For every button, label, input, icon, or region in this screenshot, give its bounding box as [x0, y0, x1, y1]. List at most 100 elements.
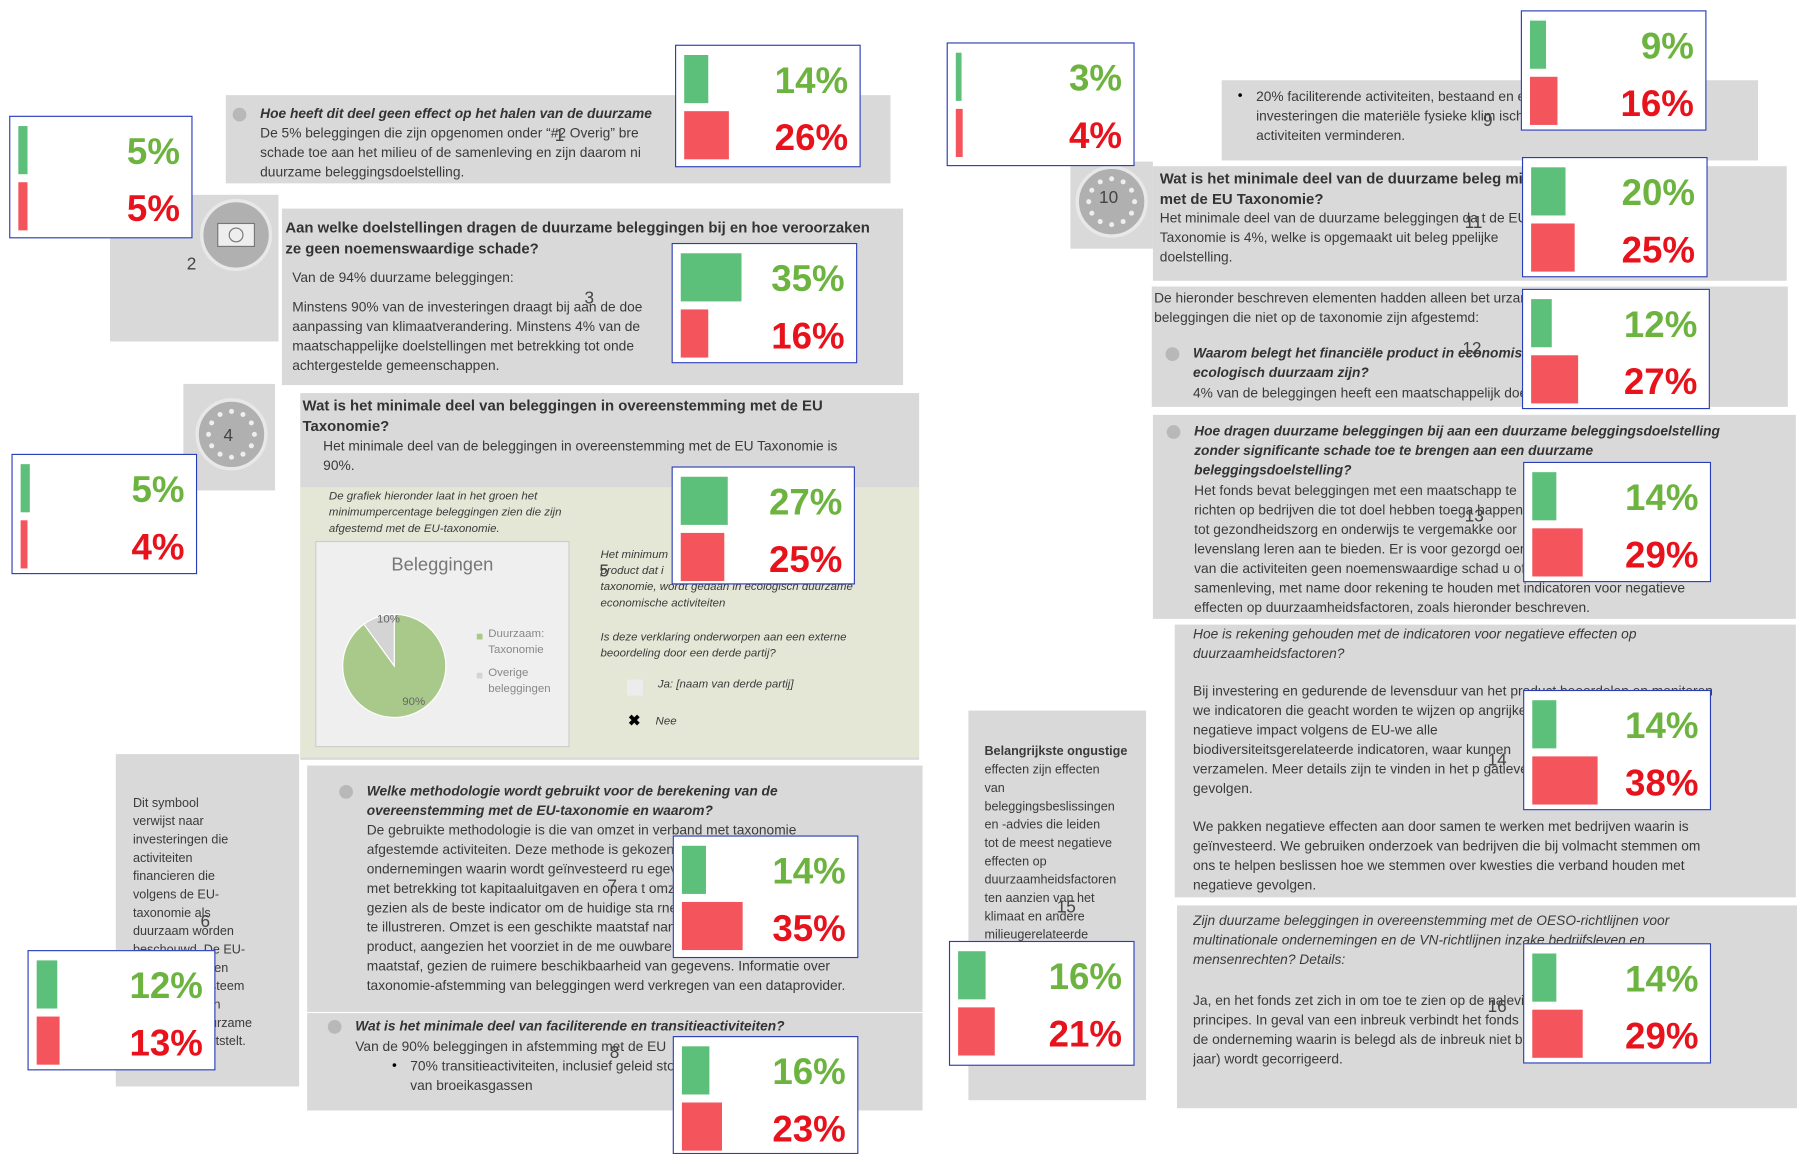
marker-number: 16	[1487, 997, 1507, 1017]
text-line: De gebruikte methodologie is die van omz…	[366, 821, 797, 838]
green-label: 20%	[1621, 171, 1696, 214]
text-line: maatschappelijke doelstellingen met betr…	[292, 338, 634, 355]
text-line: Is deze verklaring onderworpen aan een e…	[600, 631, 847, 645]
green-label: 5%	[131, 468, 185, 510]
red-bar	[18, 182, 27, 231]
text-line: maatstaf, gezien de ruimere beschikbaarh…	[366, 958, 831, 975]
value-overlay: 12% 27%	[1521, 288, 1710, 410]
text-line: Welke methodologie wordt gebruikt voor d…	[366, 782, 778, 799]
red-bar	[1531, 355, 1578, 404]
text-line: Belangrijkste ongustige	[984, 744, 1128, 759]
text-line: met de EU Taxonomie?	[1159, 190, 1324, 208]
text-block: Wat is het minimale deel van faciliteren…	[355, 1017, 913, 1036]
text-line: product dat i	[600, 565, 664, 578]
icon-star	[1097, 219, 1103, 225]
pie-slice	[363, 613, 395, 668]
legend-label: Overige beleggingen	[488, 667, 551, 696]
text-block: Is deze verklaring onderworpen aan een e…	[601, 630, 910, 662]
text-line: duurzame beleggingsdoelstelling.	[260, 163, 465, 180]
value-overlay: 9% 16%	[1520, 10, 1707, 131]
bullet: •	[1237, 87, 1243, 104]
text-line: Het minimale deel van de beleggingen in …	[323, 437, 838, 454]
text-line: Aan welke doelstellingen dragen de duurz…	[285, 218, 870, 237]
icon-circle	[1075, 165, 1148, 238]
text-block: 20% faciliterende activiteiten, bestaand…	[1256, 87, 1749, 145]
legend-label: Duurzaam: Taxonomie	[488, 628, 545, 657]
green-label: 3%	[1068, 57, 1122, 99]
bullet: •	[391, 1056, 397, 1073]
text-line: aanpassing van klimaatverandering. Minst…	[292, 318, 641, 335]
text-line: Het minimale deel van de duurzame belegg…	[1159, 209, 1528, 226]
green-bar	[1532, 472, 1557, 521]
marker-number: 14	[1487, 750, 1507, 771]
green-bar	[681, 1046, 710, 1095]
text-line: duurzaam worden	[132, 924, 234, 939]
bullet	[232, 107, 247, 122]
green-bar	[18, 126, 27, 175]
green-bar	[1532, 953, 1557, 1002]
green-bar	[1531, 299, 1552, 348]
text-block: Het minimale deel van de beleggingen in …	[323, 437, 910, 476]
text-line: jaar) wordt gecorrigeerd.	[1193, 1050, 1343, 1067]
text-line: verwijst naar	[132, 814, 204, 829]
chart-title: Beleggingen	[391, 555, 494, 576]
value-overlay: 35% 16%	[671, 242, 858, 364]
green-bar	[1529, 20, 1546, 69]
text-line: Taxonomie is 4%, welke is opgemaakt uit …	[1159, 229, 1499, 246]
text-line: Taxonomie?	[302, 417, 390, 435]
text-line: van	[984, 781, 1005, 796]
red-bar	[684, 111, 729, 160]
text-line: mensenrechten? Details:	[1193, 951, 1346, 968]
text-line: Wat is het minimale deel van de duurzame…	[1159, 169, 1558, 187]
text-line: beoordeling door een derde partij?	[600, 647, 776, 661]
green-bar	[958, 951, 986, 1000]
text-line: klimaat en andere	[984, 909, 1085, 924]
text-line: ondernemingen waarin wordt geïnvesteerd …	[366, 860, 700, 877]
green-label: 12%	[129, 964, 203, 1007]
icon-star	[251, 431, 257, 437]
red-bar	[1532, 528, 1583, 577]
red-label: 5%	[126, 187, 180, 230]
green-label: 14%	[1625, 476, 1699, 519]
marker-number: 8	[609, 1042, 620, 1063]
green-bar	[20, 464, 30, 513]
text-line: Wat is het minimale deel van beleggingen…	[302, 396, 823, 414]
text-line: ten aanzien van het	[984, 891, 1095, 906]
value-overlay: 14% 29%	[1523, 461, 1712, 583]
text-line: geïnvesteerd. We gebruiken onderzoek van…	[1193, 837, 1701, 854]
red-bar	[20, 520, 28, 569]
pie-box: Beleggingen 90% 10% Duurzaam: Taxonomie Over…	[315, 540, 570, 748]
icon-star	[248, 443, 254, 449]
text-line: Minstens 90% van de investeringen draagt…	[292, 299, 643, 316]
icon	[199, 198, 273, 272]
text-line: activiteiten verminderen.	[1256, 127, 1406, 144]
text-block: Hoe is rekening gehouden met de indicato…	[1193, 625, 1787, 664]
red-label: 23%	[772, 1108, 846, 1150]
value-overlay: 3% 4%	[946, 42, 1135, 167]
text-line: duurzaamheidsfactoren	[984, 873, 1117, 888]
green-label: 9%	[1640, 25, 1694, 67]
text-line: negatieve gevolgen.	[1193, 876, 1317, 893]
text-line: duurzaamheidsfactoren?	[1193, 645, 1345, 662]
red-bar	[681, 901, 743, 951]
red-label: 35%	[772, 907, 846, 949]
marker-number: 10	[1099, 187, 1119, 208]
icon-star	[1109, 222, 1115, 228]
text-line: we indicatoren die geacht worden te wijz…	[1193, 702, 1527, 719]
marker-number: 5	[599, 561, 609, 582]
text-line: beleggingsbeslissingen	[984, 799, 1115, 814]
green-label: 12%	[1623, 303, 1698, 345]
red-label: 38%	[1625, 762, 1699, 804]
text-line: economische activiteiten	[600, 597, 726, 610]
text-line: effecten op duurzaamheidsfactoren, zoals…	[1194, 599, 1590, 616]
green-bar	[680, 253, 741, 302]
text-line: De hieronder beschreven elementen hadden…	[1154, 289, 1540, 306]
text-line: overeenstemming met de EU-taxonomie en w…	[366, 802, 713, 819]
icon-star	[240, 451, 246, 457]
icon	[1075, 165, 1148, 238]
text-line: financieren die	[132, 869, 215, 884]
icon-star	[1109, 176, 1115, 182]
cross: ✖	[628, 711, 641, 729]
red-label: 29%	[1625, 534, 1699, 576]
